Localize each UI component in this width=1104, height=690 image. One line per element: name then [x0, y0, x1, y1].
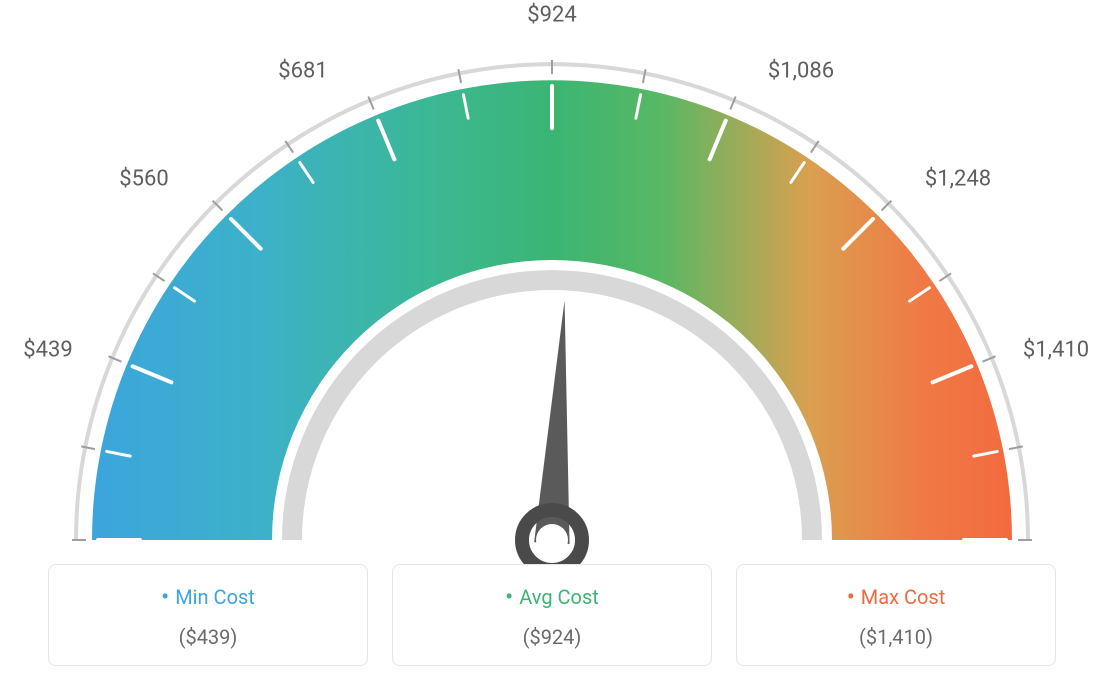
gauge-tick-label: $681 [278, 59, 327, 84]
legend-max-label: Max Cost [747, 583, 1045, 611]
gauge-tick-label: $439 [23, 338, 72, 363]
gauge-tick-label: $560 [119, 167, 168, 192]
gauge-svg [0, 0, 1104, 580]
gauge-chart: $439 $560 $681 $924 $1,086 $1,248 $1,410 [0, 0, 1104, 580]
legend-row: Min Cost ($439) Avg Cost ($924) Max Cost… [48, 564, 1056, 666]
gauge-tick-label: $924 [527, 3, 576, 28]
gauge-tick-label: $1,410 [1023, 338, 1089, 363]
gauge-tick-label: $1,248 [925, 167, 991, 192]
gauge-tick-label: $1,086 [768, 59, 834, 84]
legend-min-label: Min Cost [59, 583, 357, 611]
legend-card-avg: Avg Cost ($924) [392, 564, 712, 666]
legend-max-value: ($1,410) [747, 625, 1045, 649]
legend-min-value: ($439) [59, 625, 357, 649]
legend-avg-label: Avg Cost [403, 583, 701, 611]
legend-card-max: Max Cost ($1,410) [736, 564, 1056, 666]
legend-card-min: Min Cost ($439) [48, 564, 368, 666]
chart-container: $439 $560 $681 $924 $1,086 $1,248 $1,410 Min C… [0, 0, 1104, 690]
legend-avg-value: ($924) [403, 625, 701, 649]
